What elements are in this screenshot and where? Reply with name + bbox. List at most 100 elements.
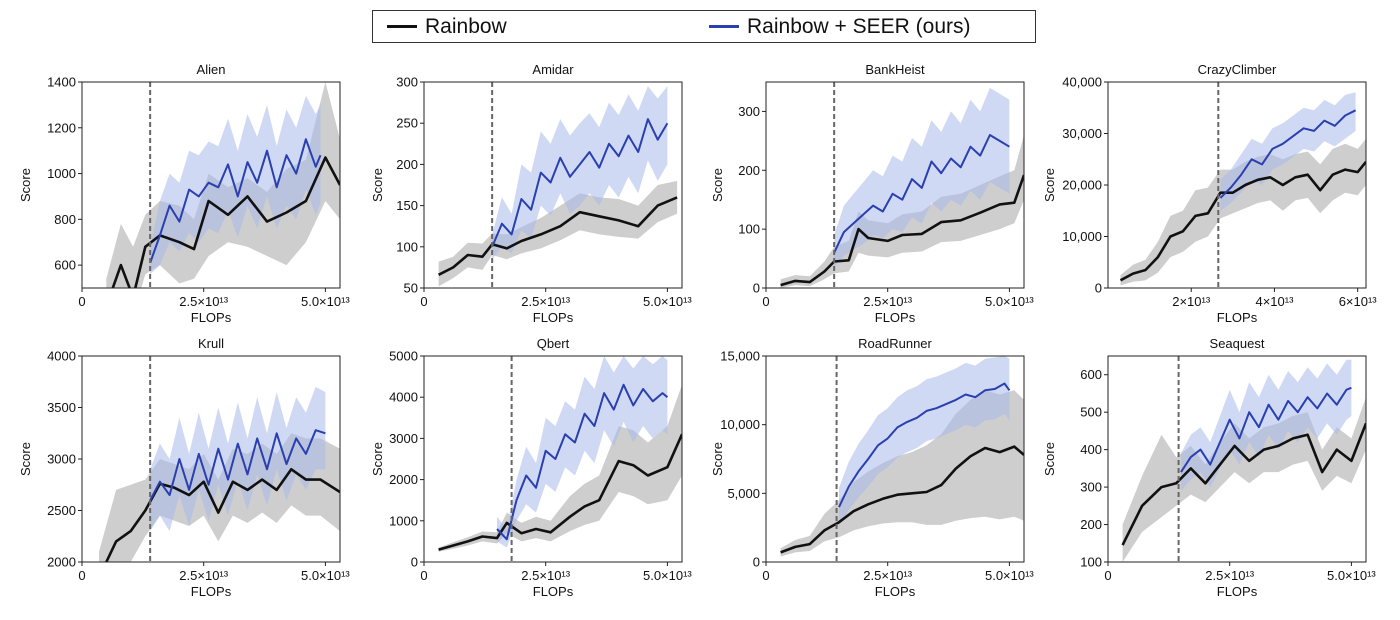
y-tick-label: 50: [404, 281, 418, 296]
plot-frame: [1107, 355, 1367, 563]
y-tick-label: 40,000: [1062, 75, 1102, 90]
x-axis-label: FLOPs: [1217, 310, 1258, 325]
y-tick-label: 250: [396, 116, 418, 131]
y-axis-label: Score: [370, 168, 385, 202]
series-line-rainbow: [780, 174, 1024, 287]
chart-title: Krull: [198, 336, 224, 351]
y-tick-label: 800: [54, 212, 76, 227]
x-tick-label: 0: [762, 568, 769, 583]
band-seer: [150, 386, 326, 532]
y-tick-label: 150: [396, 198, 418, 213]
y-axis-label: Score: [370, 442, 385, 476]
legend-swatch-seer: [709, 25, 739, 28]
x-tick-label: 4×10¹³: [1255, 294, 1294, 309]
series-line-seer: [833, 134, 1010, 254]
legend-swatch-rainbow: [387, 25, 417, 28]
x-tick-label: 5.0×10¹³: [985, 294, 1034, 309]
x-tick-label: 2.5×10¹³: [521, 294, 570, 309]
band-rainbow: [438, 384, 682, 552]
legend-label-seer: Rainbow + SEER (ours): [747, 14, 971, 38]
y-tick-label: 15,000: [720, 349, 760, 364]
x-tick-label: 5.0×10¹³: [301, 568, 350, 583]
chart-krull: 2000 2500 3000 3500 4000 0 2.5×10¹³ 5.0×10¹³ Kru…: [18, 336, 350, 599]
x-axis-label: FLOPs: [533, 584, 574, 599]
chart-title: Alien: [197, 62, 226, 77]
y-tick-label: 20,000: [1062, 178, 1102, 193]
plot-area: [1119, 92, 1366, 286]
y-tick-label: 3000: [47, 452, 76, 467]
y-axis-label: Score: [1042, 168, 1057, 202]
chart-roadrunner: 0 5,000 10,000 15,000 0 2.5×10¹³ 5.0×10¹³ RoadR…: [710, 336, 1034, 599]
chart-seaquest: 100 200 300 400 500 600 0 2.5×10¹³ 5.0×10¹³ Seaqu…: [1042, 336, 1376, 599]
y-tick-label: 1000: [47, 166, 76, 181]
series-line-rainbow: [1119, 160, 1366, 282]
y-axis-label: Score: [710, 168, 725, 202]
y-tick-label: 0: [411, 555, 418, 570]
chart-crazyclimber: 0 10,000 20,000 30,000 40,000 2×10¹³ 4×10¹³ 6×1…: [1042, 62, 1377, 325]
y-tick-label: 4000: [47, 349, 76, 364]
plot-area: [438, 86, 678, 287]
chart-alien: 600 800 1000 1200 1400 0 2.5×10¹³ 5.0×10¹³ Alien…: [18, 62, 350, 325]
y-tick-label: 10,000: [720, 417, 760, 432]
y-tick-label: 500: [1080, 405, 1102, 420]
x-tick-label: 5.0×10¹³: [643, 568, 692, 583]
series-line-seer: [491, 118, 669, 248]
plot-area: [780, 356, 1024, 557]
series-line-seer: [149, 429, 326, 501]
chart-qbert: 0 1000 2000 3000 4000 5000 0 2.5×10¹³ 5.0×10¹³ Qb…: [370, 336, 692, 599]
band-rainbow: [438, 180, 678, 287]
series-line-rainbow: [780, 445, 1024, 554]
x-tick-label: 5.0×10¹³: [985, 568, 1034, 583]
y-tick-label: 2500: [47, 503, 76, 518]
chart-amidar: 50 100 150 200 250 300 0 2.5×10¹³ 5.0×10¹³ Amidar…: [370, 62, 692, 325]
band-seer: [834, 87, 1010, 268]
y-tick-label: 100: [396, 239, 418, 254]
y-tick-label: 10,000: [1062, 229, 1102, 244]
y-tick-label: 0: [1095, 281, 1102, 296]
chart-title: RoadRunner: [858, 336, 932, 351]
y-tick-label: 3000: [389, 431, 418, 446]
y-tick-label: 200: [396, 157, 418, 172]
x-tick-label: 2×10¹³: [1172, 294, 1211, 309]
series-line-seer: [1180, 386, 1352, 473]
y-tick-label: 100: [1080, 555, 1102, 570]
chart-title: Amidar: [532, 62, 574, 77]
x-tick-label: 2.5×10¹³: [179, 294, 228, 309]
x-tick-label: 6×10¹³: [1339, 294, 1378, 309]
x-axis-label: FLOPs: [1217, 584, 1258, 599]
y-tick-label: 2000: [47, 555, 76, 570]
y-tick-label: 300: [738, 104, 760, 119]
y-axis-label: Score: [18, 442, 33, 476]
plot-frame: [765, 81, 1025, 289]
legend: Rainbow Rainbow + SEER (ours): [372, 10, 1036, 43]
y-tick-label: 1000: [389, 513, 418, 528]
y-tick-label: 1400: [47, 75, 76, 90]
series-line-seer: [838, 382, 1011, 508]
series-line-rainbow: [438, 196, 678, 276]
series-line-seer: [496, 383, 669, 541]
x-tick-label: 2.5×10¹³: [863, 294, 912, 309]
plot-frame: [423, 355, 683, 563]
x-tick-label: 0: [1104, 568, 1111, 583]
x-tick-label: 0: [78, 294, 85, 309]
plot-frame: [765, 355, 1025, 563]
y-axis-label: Score: [18, 168, 33, 202]
x-tick-label: 0: [420, 294, 427, 309]
band-seer: [839, 356, 1010, 527]
y-tick-label: 5000: [389, 349, 418, 364]
chart-bankheist: 0 100 200 300 0 2.5×10¹³ 5.0×10¹³ BankHeist FLOP…: [710, 62, 1034, 325]
band-seer: [497, 356, 668, 548]
y-axis-label: Score: [1042, 442, 1057, 476]
legend-label-rainbow: Rainbow: [425, 14, 507, 38]
plot-area: [780, 87, 1024, 288]
y-axis-label: Score: [710, 442, 725, 476]
series-line-rainbow: [104, 467, 340, 562]
plot-area: [438, 356, 682, 552]
series-line-seer: [149, 138, 322, 264]
x-tick-label: 5.0×10¹³: [643, 294, 692, 309]
legend-item-rainbow: Rainbow: [387, 11, 507, 42]
plot-area: [1121, 359, 1366, 562]
chart-title: Qbert: [537, 336, 570, 351]
plot-frame: [81, 81, 341, 289]
